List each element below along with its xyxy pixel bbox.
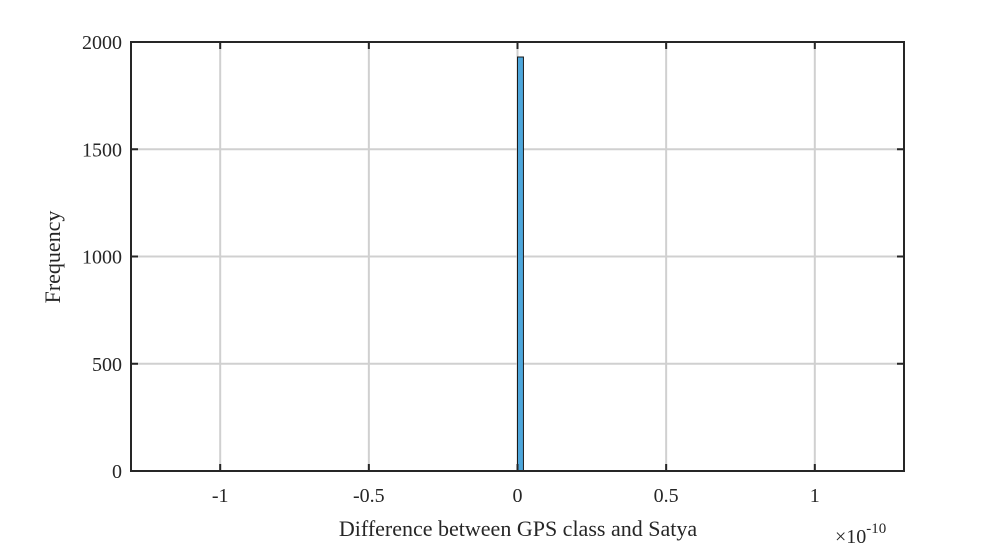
tick-marks bbox=[131, 41, 904, 472]
x-tick-label: 1 bbox=[810, 485, 820, 507]
histogram-bar bbox=[517, 56, 524, 472]
x-tick-label: 0.5 bbox=[654, 485, 679, 507]
y-tick-label: 1500 bbox=[82, 139, 122, 161]
y-tick-label: 0 bbox=[112, 461, 122, 483]
y-tick-label: 2000 bbox=[82, 32, 122, 54]
y-tick-label: 1000 bbox=[82, 247, 122, 269]
x-tick-label: -0.5 bbox=[353, 485, 385, 507]
x-tick-label: -1 bbox=[212, 485, 229, 507]
y-tick-label: 500 bbox=[92, 354, 122, 376]
x-axis-label: Difference between GPS class and Satya bbox=[339, 516, 697, 541]
x-tick-label: 0 bbox=[513, 485, 523, 507]
y-axis-label: Frequency bbox=[40, 211, 65, 304]
histogram-bars bbox=[517, 56, 524, 472]
x-exponent-power: -10 bbox=[866, 521, 886, 537]
x-tick-labels: -1 -0.5 0 0.5 1 bbox=[212, 485, 820, 507]
x-exponent-base: ×10 bbox=[835, 526, 866, 547]
y-tick-labels: 0 500 1000 1500 2000 bbox=[82, 32, 122, 483]
x-exponent-label: ×10-10 bbox=[835, 521, 886, 547]
